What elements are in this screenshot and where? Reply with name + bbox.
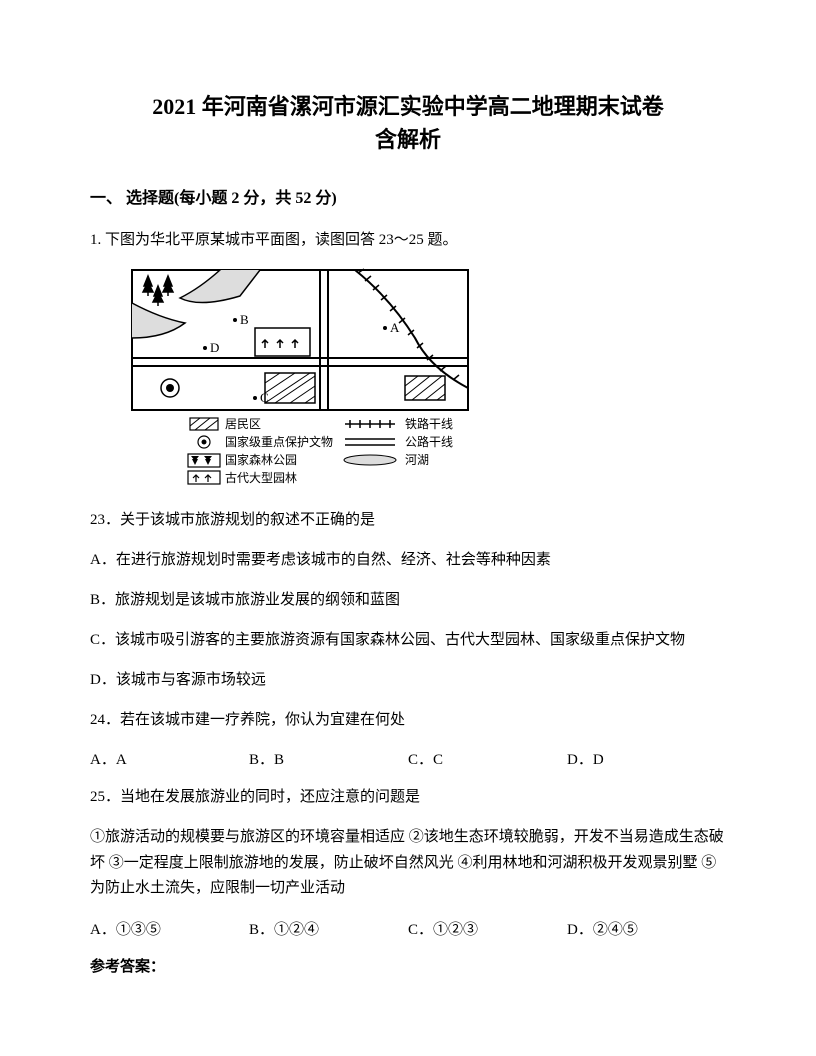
title-line1: 2021 年河南省漯河市源汇实验中学高二地理期末试卷 — [90, 90, 726, 123]
q25-optB: B．①②④ — [249, 918, 408, 939]
q23-optD: D．该城市与客源市场较远 — [90, 668, 726, 692]
exam-title: 2021 年河南省漯河市源汇实验中学高二地理期末试卷 含解析 — [90, 90, 726, 156]
q23-optC: C．该城市吸引游客的主要旅游资源有国家森林公园、古代大型园林、国家级重点保护文物 — [90, 628, 726, 652]
legend-forest: 国家森林公园 — [225, 452, 297, 467]
point-a-label: A — [390, 320, 400, 335]
q24-options: A．A B．B C．C D．D — [90, 748, 726, 769]
section-header: 一、 选择题(每小题 2 分，共 52 分) — [90, 184, 726, 208]
title-line2: 含解析 — [90, 123, 726, 156]
tree-icon — [143, 276, 173, 306]
q23-optB: B．旅游规划是该城市旅游业发展的纲领和蓝图 — [90, 588, 726, 612]
q24-optC: C．C — [408, 748, 567, 769]
map-figure: B D — [130, 268, 726, 488]
q24-stem: 24．若在该城市建一疗养院，你认为宜建在何处 — [90, 708, 726, 732]
q24-optD: D．D — [567, 748, 726, 769]
q25-optA: A．①③⑤ — [90, 918, 249, 939]
q24-optB: B．B — [249, 748, 408, 769]
point-b-label: B — [240, 312, 249, 327]
q25-statements: ①旅游活动的规模要与旅游区的环境容量相适应 ②该地生态环境较脆弱，开发不当易造成… — [90, 825, 726, 902]
q25-optC: C．①②③ — [408, 918, 567, 939]
q23-stem: 23．关于该城市旅游规划的叙述不正确的是 — [90, 508, 726, 532]
answer-label: 参考答案： — [90, 955, 726, 976]
legend-residential: 居民区 — [225, 417, 261, 431]
legend-river: 河湖 — [405, 452, 429, 467]
legend-heritage: 国家级重点保护文物 — [225, 434, 333, 449]
q23-optA: A．在进行旅游规划时需要考虑该城市的自然、经济、社会等种种因素 — [90, 548, 726, 572]
q25-options: A．①③⑤ B．①②④ C．①②③ D．②④⑤ — [90, 918, 726, 939]
point-d-label: D — [210, 340, 219, 355]
q25-optD: D．②④⑤ — [567, 918, 726, 939]
q24-optA: A．A — [90, 748, 249, 769]
legend-highway: 公路干线 — [405, 434, 453, 449]
question-intro: 1. 下图为华北平原某城市平面图，读图回答 23～25 题。 — [90, 228, 726, 252]
legend-railway: 铁路干线 — [405, 416, 453, 431]
q25-stem: 25．当地在发展旅游业的同时，还应注意的问题是 — [90, 785, 726, 809]
legend-garden: 古代大型园林 — [225, 470, 297, 485]
